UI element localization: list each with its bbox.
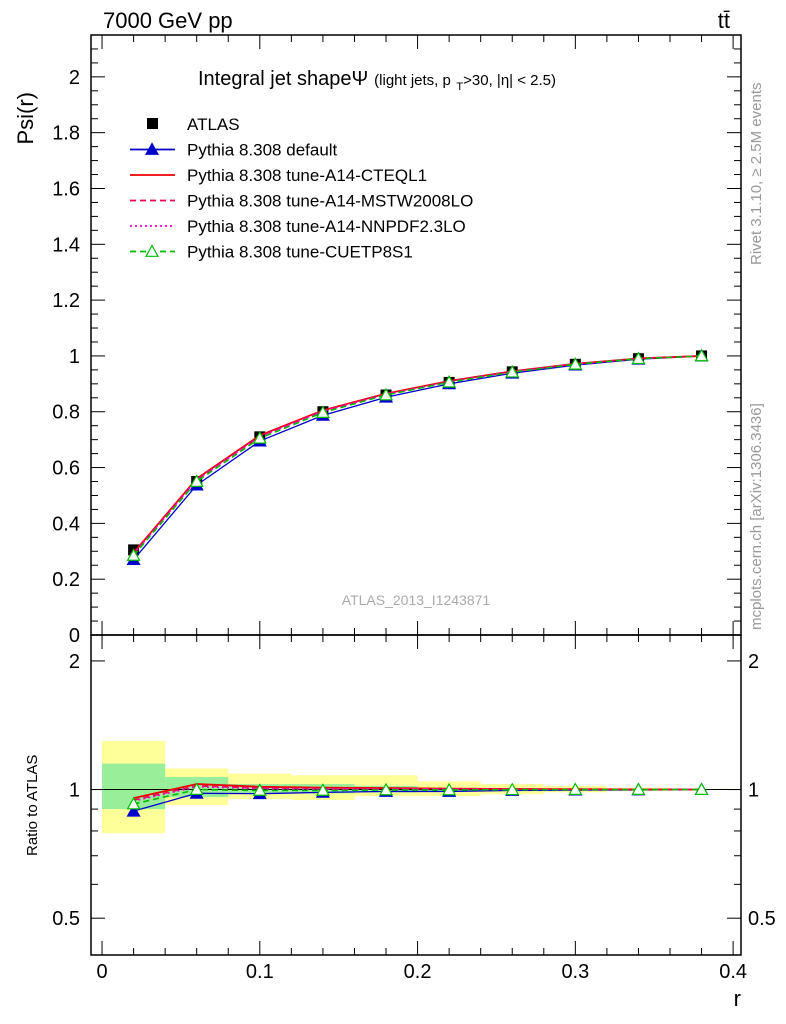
ratio-series-4-marker [631, 782, 646, 795]
x-tick-label: 0 [96, 961, 107, 983]
analysis-watermark: ATLAS_2013_I1243871 [342, 592, 491, 608]
legend-atlas-marker [147, 118, 158, 129]
y-axis-label: Psi(r) [13, 92, 38, 145]
ratio-y-axis-label: Ratio to ATLAS [24, 755, 41, 856]
main-series-4-marker [126, 548, 141, 561]
legend-label-atlas: ATLAS [187, 115, 240, 134]
main-series-3-line [132, 355, 702, 555]
legend-label-4: Pythia 8.308 tune-CUETP8S1 [187, 243, 413, 262]
y-tick-label: 1.2 [52, 290, 80, 312]
x-tick-label: 0.2 [404, 961, 432, 983]
main-series-4-marker [568, 357, 583, 370]
y-tick-label: 0 [69, 625, 80, 647]
main-series-2-line [132, 355, 702, 555]
ratio-tick-label-left: 1 [69, 780, 80, 802]
ratio-series-4-marker [694, 782, 709, 795]
subtitle-subscript: T [456, 81, 463, 93]
x-tick-label: 0.1 [246, 961, 274, 983]
main-series-4-marker [505, 364, 520, 378]
ratio-tick-label-left: 0.5 [52, 908, 80, 930]
y-tick-label: 0.6 [52, 458, 80, 480]
main-series-4-marker [631, 351, 646, 365]
main-series-1-line [132, 355, 702, 554]
rivet-version-label: Rivet 3.1.10, ≥ 2.5M events [748, 83, 765, 266]
subtitle-rest: >30, |η| < 2.5) [463, 72, 556, 89]
process-label: tt̄ [718, 8, 730, 33]
ratio-series-4-marker [568, 782, 583, 795]
energy-label: 7000 GeV pp [103, 8, 233, 33]
legend-label-3: Pythia 8.308 tune-A14-NNPDF2.3LO [187, 217, 466, 236]
y-tick-label: 1 [69, 346, 80, 368]
main-series-4-marker [379, 387, 394, 401]
ratio-series-4-marker [505, 782, 520, 796]
ratio-tick-label-right: 2 [748, 651, 759, 673]
ratio-series-4-marker [252, 783, 267, 796]
y-tick-label: 0.4 [52, 513, 80, 535]
ratio-tick-label-left: 2 [69, 651, 80, 673]
ratio-series-4-line [133, 788, 702, 805]
ratio-series-4-marker [126, 796, 141, 810]
y-tick-label: 1.6 [52, 178, 80, 200]
x-axis-label: r [734, 986, 741, 1011]
x-tick-label: 0.3 [561, 961, 589, 983]
main-series-4-marker [694, 348, 709, 362]
ratio-series-4-marker [442, 782, 457, 796]
ratio-tick-label-right: 1 [748, 780, 759, 802]
ratio-tick-label-right: 0.5 [748, 908, 776, 930]
ratio-series-4-marker [189, 782, 204, 795]
main-series-4-marker [315, 405, 330, 418]
axis-tick-labels: 0 0.1 0.2 0.3 0.4 0 0.2 0.4 0.6 0.8 1 1.2 1.4 1.6 1.8 2… [52, 67, 776, 983]
legend-label-1: Pythia 8.308 tune-A14-CTEQL1 [187, 166, 427, 185]
axis-ticks [91, 34, 741, 955]
main-series-4-line [132, 355, 702, 556]
ratio-uncertainty-bands [91, 740, 741, 834]
ratio-series-4-marker [315, 783, 330, 796]
ratio-series-group [126, 782, 709, 817]
chart-title: Integral jet shapeΨ (light jets, p T>30, … [198, 68, 556, 93]
y-tick-label: 2 [69, 67, 80, 89]
chart-title-main: Integral jet shapeΨ [198, 68, 368, 90]
y-tick-label: 0.8 [52, 402, 80, 424]
ratio-series-4-marker [379, 782, 394, 796]
legend-label-2: Pythia 8.308 tune-A14-MSTW2008LO [187, 192, 473, 211]
chart-subtitle: (light jets, p [374, 72, 451, 89]
main-series-4-marker [442, 374, 457, 388]
main-series-4-marker [189, 474, 204, 487]
legend-marker-4 [144, 244, 160, 257]
legend-marker-0 [144, 142, 160, 155]
y-tick-label: 1.4 [52, 234, 80, 256]
legend-label-0: Pythia 8.308 default [187, 141, 338, 160]
ratio-plot-frame [90, 634, 742, 956]
mcplots-label: mcplots.cern.ch [arXiv:1306.3436] [748, 403, 765, 630]
y-tick-label: 0.2 [52, 569, 80, 591]
main-series-group [126, 348, 709, 566]
ratio-series-0-marker [126, 803, 141, 817]
main-series-4-marker [252, 431, 267, 444]
legend: ATLAS Pythia 8.308 default Pythia 8.308 tu… [130, 115, 473, 262]
x-tick-label: 0.4 [719, 961, 747, 983]
y-tick-label: 1.8 [52, 123, 80, 145]
